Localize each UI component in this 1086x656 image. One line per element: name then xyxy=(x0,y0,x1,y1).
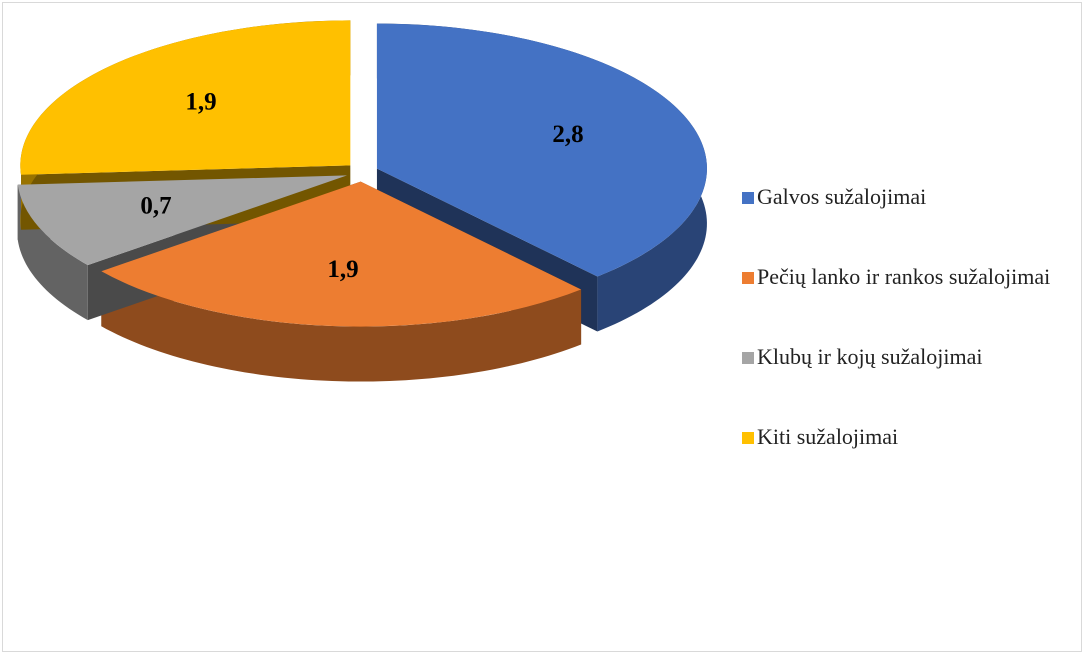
legend-swatch xyxy=(742,352,754,364)
legend-label: Klubų ir kojų sužalojimai xyxy=(757,344,983,369)
legend-item: Galvos sužalojimai xyxy=(742,182,1077,262)
slice-wall xyxy=(17,184,88,321)
legend-label: Kiti sužalojimai xyxy=(757,424,899,449)
legend-swatch xyxy=(742,192,754,204)
data-label: 2,8 xyxy=(552,121,583,148)
slice xyxy=(376,23,707,277)
slice xyxy=(20,20,351,175)
legend-item: Kiti sužalojimai xyxy=(742,422,1077,502)
slice-tops xyxy=(17,20,707,327)
slice-wall xyxy=(101,271,582,382)
data-label: 1,9 xyxy=(327,256,358,283)
legend-item: Klubų ir kojų sužalojimai xyxy=(742,342,1077,422)
slice xyxy=(101,181,582,327)
data-label: 0,7 xyxy=(140,192,171,219)
legend-label: Pečių lanko ir rankos sužalojimai xyxy=(757,264,1051,289)
legend-swatch xyxy=(742,432,754,444)
legend-item: Pečių lanko ir rankos sužalojimai xyxy=(742,262,1077,342)
legend-swatch xyxy=(742,272,754,284)
legend: Galvos sužalojimai Pečių lanko ir rankos … xyxy=(742,182,1077,502)
slice xyxy=(17,175,348,266)
data-label: 1,9 xyxy=(185,89,216,116)
legend-label: Galvos sužalojimai xyxy=(757,184,927,209)
